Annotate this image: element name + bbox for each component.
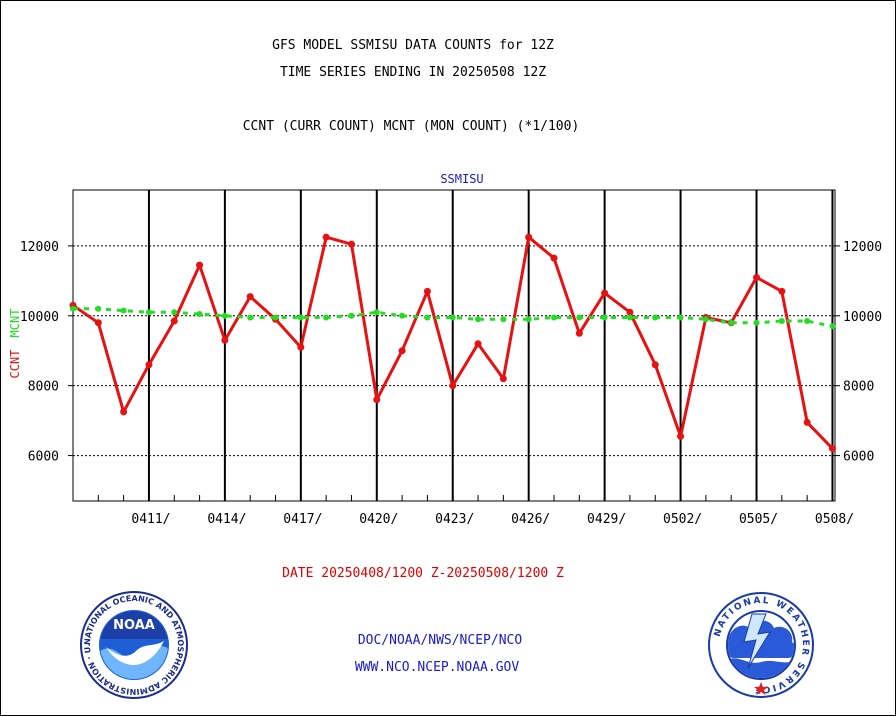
mcnt-point <box>576 314 583 321</box>
mcnt-point <box>221 312 228 319</box>
ccnt-point <box>120 408 128 416</box>
x-tick-label: 0420/ <box>359 512 398 527</box>
chart-subtitle: CCNT (CURR COUNT) MCNT (MON COUNT) (*1/1… <box>242 119 580 134</box>
chart-title-line2: TIME SERIES ENDING IN 20250508 12Z <box>279 65 547 80</box>
y-tick-label-right: 12000 <box>843 240 882 255</box>
ccnt-point <box>651 361 659 369</box>
mcnt-point <box>728 319 735 326</box>
ccnt-point <box>753 273 761 281</box>
ccnt-point <box>145 361 153 369</box>
ccnt-point <box>347 240 355 248</box>
ccnt-point <box>677 432 685 440</box>
mcnt-point <box>753 319 760 326</box>
mcnt-point <box>601 314 608 321</box>
mcnt-point <box>70 305 76 312</box>
y-tick-label-left: 12000 <box>20 240 59 255</box>
mcnt-point <box>399 312 406 319</box>
y-tick-label-right: 6000 <box>843 450 874 465</box>
nws-logo-icon: NATIONAL WEATHER SERVICE <box>708 592 814 698</box>
ccnt-point <box>196 261 204 269</box>
x-tick-label: 0423/ <box>435 512 474 527</box>
series-layer <box>69 233 836 453</box>
mcnt-point <box>500 316 507 323</box>
mcnt-point <box>348 312 355 319</box>
x-tick-label: 0417/ <box>283 512 322 527</box>
url-link[interactable]: WWW.NCO.NCEP.NOAA.GOV <box>354 660 520 675</box>
y-tick-label-left: 8000 <box>28 380 59 395</box>
y-tick-label-right: 10000 <box>843 310 882 325</box>
grid-layer <box>73 190 835 501</box>
mcnt-point <box>120 307 127 314</box>
date-range-label: DATE 20250408/1200 Z-20250508/1200 Z <box>282 566 564 581</box>
y-tick-label-right: 8000 <box>843 380 874 395</box>
mcnt-point <box>449 314 456 321</box>
svg-text:NOAA: NOAA <box>113 618 155 633</box>
x-tick-label: 0426/ <box>511 512 550 527</box>
mcnt-point <box>550 314 557 321</box>
mcnt-point <box>652 314 659 321</box>
x-tick-label: 0429/ <box>587 512 626 527</box>
mcnt-point <box>247 314 254 321</box>
mcnt-point <box>475 316 482 323</box>
ccnt-point <box>803 418 811 426</box>
mcnt-point <box>677 314 684 321</box>
ccnt-point <box>550 254 558 262</box>
axes-layer <box>68 189 840 502</box>
ccnt-point <box>449 382 457 390</box>
org-line: DOC/NOAA/NWS/NCEP/NCO <box>357 633 523 648</box>
noaa-logo-icon: NATIONAL OCEANIC AND ATMOSPHERIC ADMINIS… <box>80 591 188 699</box>
mcnt-point <box>702 316 709 323</box>
y-axis-label-ccnt: CCNT <box>8 350 22 379</box>
ccnt-point <box>221 336 229 344</box>
x-tick-label: 0508/ <box>815 512 854 527</box>
chart-title-line1: GFS MODEL SSMISU DATA COUNTS for 12Z <box>272 38 554 53</box>
mcnt-point <box>297 314 304 321</box>
ccnt-point <box>398 347 406 355</box>
x-tick-label: 0411/ <box>131 512 170 527</box>
ccnt-point <box>246 293 254 301</box>
ccnt-point <box>575 329 583 337</box>
mcnt-point <box>626 314 633 321</box>
ccnt-point <box>322 233 330 241</box>
ccnt-point <box>626 308 634 316</box>
mcnt-point <box>95 305 102 312</box>
y-tick-label-left: 6000 <box>28 450 59 465</box>
x-tick-label: 0502/ <box>663 512 702 527</box>
ccnt-point <box>525 233 533 241</box>
mcnt-point <box>171 309 178 316</box>
label-layer: 6000 6000 8000 8000 10000 10000 12000 12000 0411… <box>8 172 882 527</box>
ccnt-point <box>373 396 381 404</box>
x-tick-label: 0505/ <box>739 512 778 527</box>
plot-frame <box>72 189 836 502</box>
mcnt-point <box>804 318 811 325</box>
ccnt-point <box>601 289 609 297</box>
mcnt-point <box>272 314 279 321</box>
mcnt-point <box>778 318 785 325</box>
ccnt-point <box>170 317 178 325</box>
mcnt-point <box>373 309 380 316</box>
ccnt-point <box>423 287 431 295</box>
panel-title: SSMISU <box>440 172 483 186</box>
mcnt-point <box>196 311 203 318</box>
y-axis-label-mcnt: MCNT <box>8 309 22 338</box>
ccnt-point <box>474 340 482 348</box>
mcnt-point <box>829 323 836 330</box>
y-tick-label-left: 10000 <box>20 310 59 325</box>
ccnt-point <box>499 375 507 383</box>
mcnt-point <box>525 316 532 323</box>
mcnt-point <box>145 309 152 316</box>
ccnt-point <box>297 343 305 351</box>
mcnt-point <box>323 314 330 321</box>
ccnt-point <box>828 445 836 453</box>
ccnt-point <box>94 319 102 327</box>
mcnt-point <box>424 314 431 321</box>
x-tick-label: 0414/ <box>207 512 246 527</box>
ccnt-point <box>778 287 786 295</box>
